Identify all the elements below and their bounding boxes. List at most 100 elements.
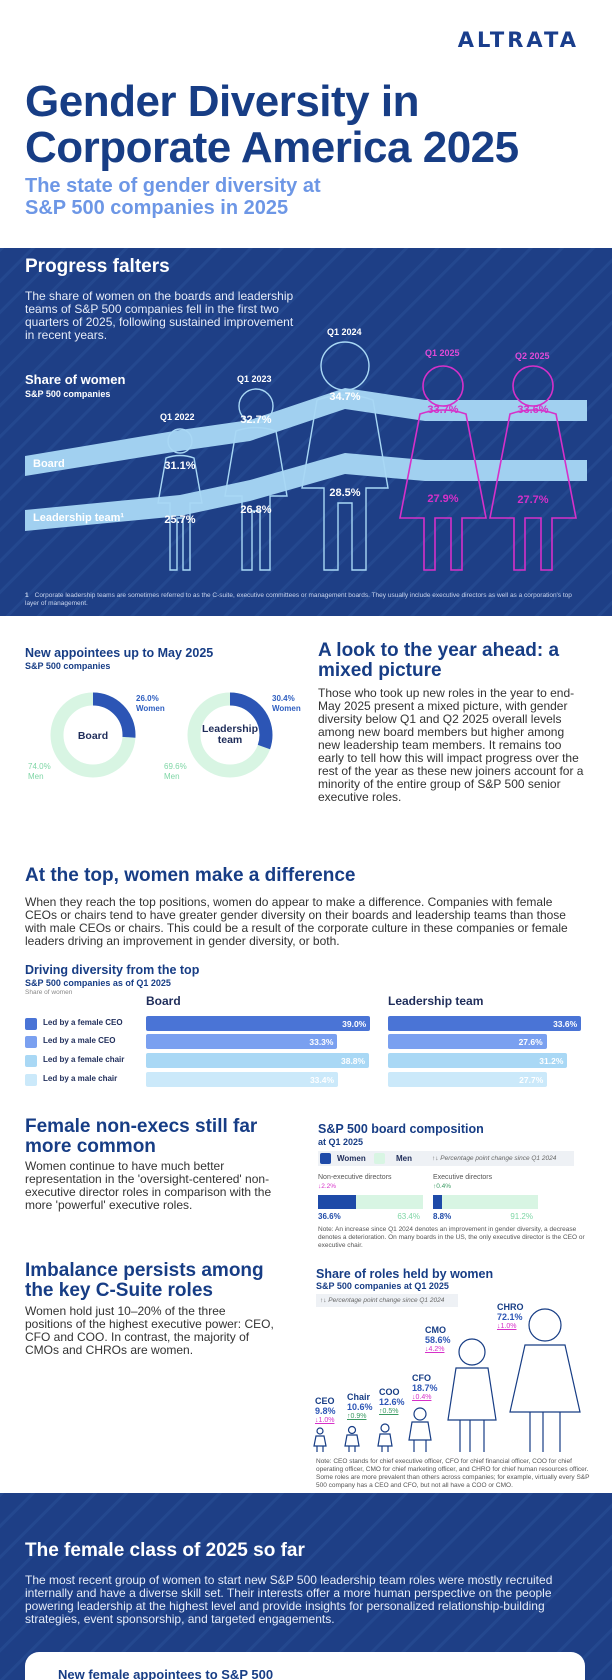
- comp-bar-men: [356, 1195, 423, 1209]
- driving-bar-value: 31.2%: [539, 1056, 564, 1066]
- board-donut-women-arc: [50, 692, 136, 778]
- driving-bar-value: 33.6%: [553, 1019, 578, 1029]
- nonexec-men-val: 63.4%: [397, 1212, 420, 1221]
- legend-change: ↑↓ Percentage point change since Q1 2024: [432, 1155, 557, 1162]
- driving-bar: [146, 1034, 338, 1049]
- driving-row: Led by a male CEO: [25, 1036, 115, 1048]
- person-q1-2022-icon: [157, 428, 203, 571]
- appointees-card: New female appointees to S&P 500: [25, 1652, 585, 1680]
- driving-bar-value: 27.6%: [518, 1037, 543, 1047]
- col-leadership: Leadership team: [388, 994, 484, 1008]
- roles-figures: [313, 1308, 581, 1452]
- driving-bar: [146, 1053, 370, 1068]
- driving-chart-axis: Share of women: [25, 989, 73, 996]
- comp-bar-women: [433, 1195, 443, 1209]
- leadership-value: 27.9%: [427, 493, 459, 505]
- leadership-band-label: Leadership team¹: [33, 512, 125, 524]
- board-donut-label: Board: [77, 730, 109, 742]
- driving-row: Led by a female CEO: [25, 1018, 123, 1030]
- board-women-label: 26.0% Women: [136, 694, 165, 713]
- driving-row: Led by a male chair: [25, 1074, 117, 1086]
- driving-bar-value: 38.8%: [340, 1056, 366, 1066]
- appointees-subtitle: S&P 500 companies: [25, 661, 111, 671]
- exec-men-val: 91.2%: [510, 1212, 533, 1221]
- diagonal-pattern: [0, 1493, 612, 1680]
- driving-bar: [146, 1016, 371, 1031]
- year-label: Q1 2025: [425, 348, 460, 358]
- leadership-men-label: 69.6% Men: [164, 762, 187, 781]
- driving-bar-value: 39.0%: [342, 1019, 367, 1029]
- role-label: Chair 10.6% ↑0.9%: [347, 1392, 373, 1420]
- progress-section: Progress falters The share of women on t…: [0, 248, 612, 616]
- driving-row: Led by a female chair: [25, 1055, 124, 1067]
- year-ahead-body: Those who took up new roles in the year …: [318, 686, 584, 804]
- exec-women-val: 8.8%: [433, 1212, 452, 1221]
- legend-men: Men: [396, 1154, 412, 1163]
- role-label: CMO 58.6% ↓4.2%: [425, 1325, 451, 1353]
- legend-women-swatch: [320, 1153, 331, 1164]
- progress-title: Progress falters: [25, 256, 170, 277]
- chart-heading: Share of women: [25, 372, 126, 387]
- year-label: Q2 2025: [515, 351, 550, 361]
- share-chart: [25, 341, 587, 571]
- exec-change: ↑0.4%: [433, 1183, 452, 1190]
- driving-bar-value: 33.3%: [309, 1037, 334, 1047]
- female-class-title: The female class of 2025 so far: [25, 1540, 305, 1561]
- driving-bar: [388, 1016, 582, 1031]
- board-band-label: Board: [33, 458, 65, 470]
- progress-description: The share of women on the boards and lea…: [25, 289, 294, 342]
- driving-bar: [388, 1072, 548, 1087]
- ceo-figure-icon: [313, 1427, 327, 1452]
- leadership-donut: [187, 692, 273, 778]
- person-q1-2023-icon: [224, 388, 288, 571]
- roles-title: Share of roles held by women: [316, 1267, 494, 1281]
- progress-footnote: 1 Corporate leadership teams are sometime…: [25, 592, 572, 607]
- female-class-section: The female class of 2025 so far The most…: [0, 1493, 612, 1680]
- csuite-body: Women hold just 10–20% of the three posi…: [25, 1304, 274, 1357]
- role-label: CHRO 72.1% ↓1.0%: [497, 1302, 524, 1330]
- top-body: When they reach the top positions, women…: [25, 895, 568, 948]
- csuite-title: Imbalance persists among the key C-Suite…: [25, 1260, 264, 1301]
- board-value: 33.7%: [427, 404, 459, 416]
- nonexec-label: Non-executive directors: [318, 1174, 392, 1181]
- board-value: 32.7%: [240, 414, 272, 426]
- board-comp-title: S&P 500 board composition: [318, 1122, 484, 1136]
- legend-women: Women: [337, 1154, 366, 1163]
- driving-bar-value: 27.7%: [519, 1075, 544, 1085]
- board-value: 33.6%: [517, 404, 549, 416]
- roles-subtitle: S&P 500 companies at Q1 2025: [316, 1281, 449, 1291]
- comp-bar-women: [318, 1195, 357, 1209]
- year-label: Q1 2022: [160, 412, 195, 422]
- board-comp-subtitle: at Q1 2025: [318, 1137, 364, 1147]
- leadership-value: 27.7%: [517, 494, 549, 506]
- driving-bar: [388, 1053, 568, 1068]
- leadership-value: 28.5%: [329, 487, 361, 499]
- chro-figure-icon: [509, 1308, 581, 1452]
- legend-men-swatch: [374, 1153, 385, 1164]
- page-title: Gender Diversity in Corporate America 20…: [25, 77, 519, 172]
- coo-figure-icon: [377, 1423, 393, 1452]
- person-q2-2025-icon: [489, 365, 577, 571]
- driving-bar: [388, 1034, 547, 1049]
- board-value: 31.1%: [164, 460, 196, 472]
- board-donut: [50, 692, 136, 778]
- leadership-women-label: 30.4% Women: [272, 694, 301, 713]
- leadership-value: 25.7%: [164, 514, 196, 526]
- top-title: At the top, women make a difference: [25, 865, 356, 886]
- page-subtitle: The state of gender diversity at S&P 500…: [25, 175, 321, 219]
- person-q1-2025-icon: [399, 365, 487, 571]
- role-label: CFO 18.7% ↓0.4%: [412, 1373, 438, 1401]
- nonexec-change: ↓2.2%: [318, 1183, 337, 1190]
- exec-label: Executive directors: [433, 1174, 493, 1181]
- driving-bar-value: 33.4%: [309, 1075, 335, 1085]
- year-ahead-title: A look to the year ahead: a mixed pictur…: [318, 640, 560, 681]
- leadership-band: [25, 453, 587, 531]
- cmo-figure-icon: [447, 1338, 497, 1452]
- chart-subheading: S&P 500 companies: [25, 389, 111, 399]
- comp-bar-men: [442, 1195, 538, 1209]
- board-comp-note: Note: An increase since Q1 2024 denotes …: [318, 1226, 585, 1249]
- leadership-donut-label: Leadership team: [201, 723, 259, 746]
- female-class-body: The most recent group of women to start …: [25, 1573, 553, 1626]
- year-label: Q1 2024: [327, 327, 362, 337]
- roles-legend: [316, 1294, 458, 1307]
